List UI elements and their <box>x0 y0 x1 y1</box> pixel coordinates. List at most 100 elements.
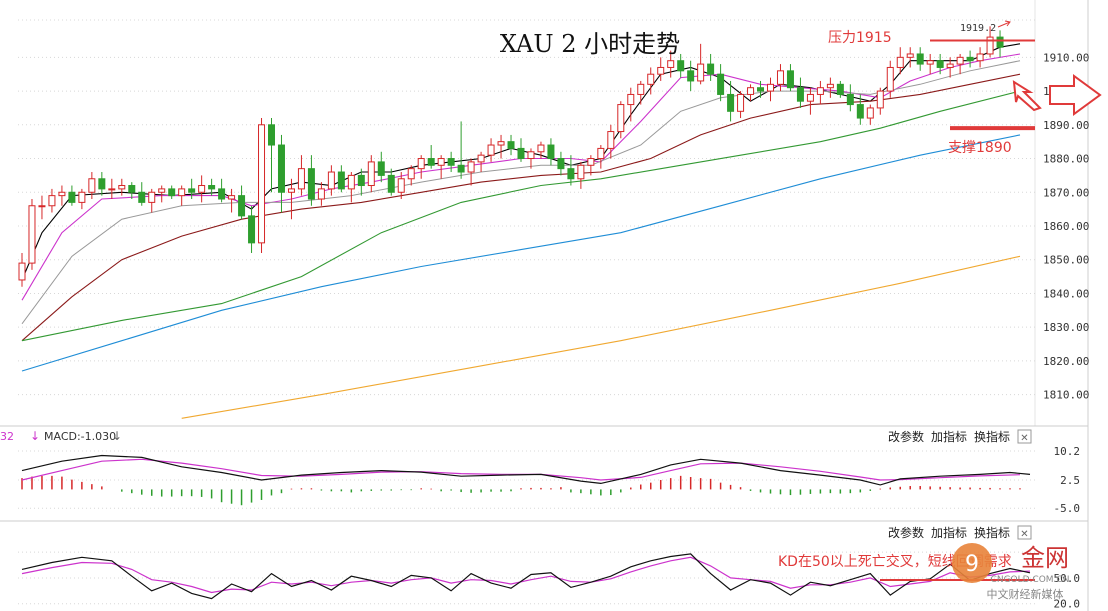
candle-body <box>457 164 465 173</box>
macd-down-arrow-icon: ↓ <box>112 429 122 443</box>
tool-change-params-button[interactable]: 改参数 <box>888 525 924 540</box>
candle <box>457 121 465 179</box>
candle <box>866 104 874 125</box>
candle-body <box>238 195 246 217</box>
candle <box>158 185 166 203</box>
tool-change-params-button[interactable]: 改参数 <box>888 429 924 444</box>
candle-body <box>88 178 96 193</box>
candle-body <box>697 63 705 82</box>
candle <box>936 53 944 75</box>
macd-down-arrow-icon: ↓ <box>30 429 40 443</box>
candle-body <box>976 53 984 62</box>
candle <box>118 178 126 196</box>
candle-body <box>447 158 455 166</box>
candle <box>647 67 655 95</box>
candle <box>337 165 345 193</box>
candle-body <box>657 66 665 75</box>
candle <box>856 94 864 125</box>
candle-body <box>677 60 685 72</box>
resistance-label: 压力1915 <box>828 30 892 46</box>
candle <box>737 91 745 119</box>
candle-body <box>896 56 904 68</box>
candle <box>906 47 914 68</box>
candle-body <box>48 195 56 207</box>
candle <box>617 101 625 139</box>
candle-body <box>607 131 615 149</box>
candle-body <box>597 147 605 160</box>
candle <box>88 172 96 200</box>
candle <box>407 165 415 186</box>
macd-tick-label: 2.5 <box>1060 474 1080 487</box>
macd-label-prefix: 32 <box>0 430 14 443</box>
candle-body <box>487 144 495 156</box>
candle <box>307 155 315 206</box>
watermark-site: CNGOLD.COM.CN <box>991 575 1070 585</box>
macd-dif-line <box>21 454 1031 486</box>
candle-body <box>527 151 535 160</box>
candle-body <box>427 158 435 166</box>
candle-body <box>707 63 715 75</box>
tool-switch-indicator-button[interactable]: 换指标 <box>974 429 1010 444</box>
ma-line-2 <box>21 60 1021 325</box>
macd-tick-label: 10.2 <box>1054 445 1081 458</box>
arrow-down-right-icon <box>1012 80 1042 112</box>
price-tick-label: 1820.00 <box>1043 355 1089 368</box>
candle-body <box>168 188 176 197</box>
candle <box>697 43 705 85</box>
tool-add-indicator-button[interactable]: 加指标 <box>931 525 967 540</box>
candle <box>886 60 894 98</box>
candle-body <box>806 93 814 102</box>
kd-close-button[interactable] <box>1017 525 1032 540</box>
candle-body <box>737 93 745 112</box>
candle-body <box>906 53 914 58</box>
candle <box>327 165 335 196</box>
ma-line-6 <box>181 255 1021 419</box>
candle <box>228 188 236 213</box>
candle-body <box>557 158 565 170</box>
candle <box>547 138 555 166</box>
candle-body <box>108 188 116 191</box>
candle-body <box>477 154 485 163</box>
candle <box>966 50 974 68</box>
macd-close-button[interactable] <box>1017 429 1032 444</box>
candle <box>248 205 256 253</box>
candle-body <box>647 73 655 85</box>
price-tick-label: 1870.00 <box>1043 186 1089 199</box>
candle-body <box>996 36 1004 48</box>
candle <box>607 124 615 159</box>
candle-body <box>277 144 285 193</box>
candle <box>557 151 565 176</box>
candle <box>657 57 665 81</box>
candle-body <box>547 144 555 160</box>
candle <box>317 182 325 206</box>
candle-body <box>637 83 645 95</box>
candle <box>507 134 515 156</box>
candle-body <box>776 70 784 85</box>
candle-body <box>627 93 635 106</box>
candle-body <box>387 174 395 193</box>
watermark-brand: 金网 <box>1021 544 1069 572</box>
close-icon: ✕ <box>1020 529 1028 540</box>
candle-body <box>218 188 226 200</box>
kd-tick-label: 20.0 <box>1054 598 1081 611</box>
candle-body <box>407 168 415 180</box>
candle <box>667 50 675 78</box>
candle <box>437 155 445 179</box>
candle-body <box>297 168 305 190</box>
tool-switch-indicator-button[interactable]: 换指标 <box>974 525 1010 540</box>
candle <box>258 118 266 253</box>
candle-body <box>367 161 375 187</box>
candle-body <box>617 104 625 133</box>
high-price-label: 1919.2 <box>960 23 996 34</box>
candle <box>727 80 735 122</box>
candle <box>138 182 146 206</box>
candle-body <box>258 124 266 244</box>
candle <box>836 80 844 98</box>
tool-add-indicator-button[interactable]: 加指标 <box>931 429 967 444</box>
candle <box>577 161 585 189</box>
candle-body <box>397 178 405 193</box>
candle <box>527 148 535 169</box>
